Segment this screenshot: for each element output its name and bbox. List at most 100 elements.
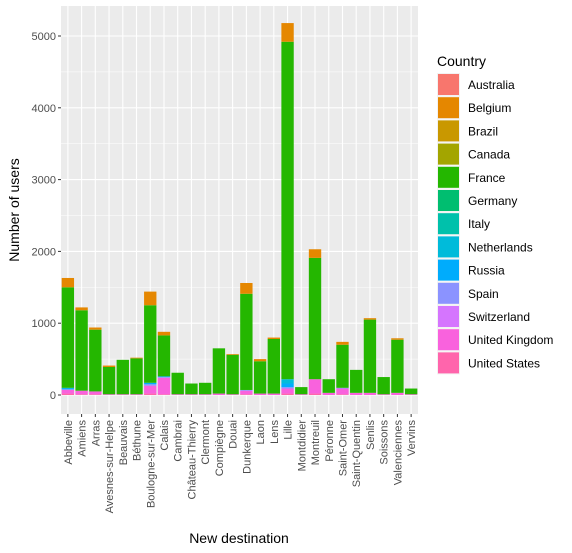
legend-key-swatch xyxy=(438,259,459,281)
bar-segment xyxy=(157,377,171,378)
legend-item: Belgium xyxy=(437,96,511,120)
x-tick-label: Senlis xyxy=(365,420,377,450)
y-axis-title: Number of users xyxy=(6,158,22,261)
x-tick-label: Montreuil xyxy=(310,420,322,465)
bar-segment xyxy=(350,392,363,395)
grid-minor xyxy=(61,71,418,360)
legend-key-swatch xyxy=(438,306,459,327)
legend-key-swatch xyxy=(438,213,459,235)
bar-segment xyxy=(336,341,349,345)
legend-key-swatch xyxy=(438,352,459,374)
bar-segment xyxy=(61,387,75,389)
bar-segment xyxy=(391,392,404,395)
legend-item: Australia xyxy=(437,73,515,96)
legend-item: Brazil xyxy=(437,119,498,143)
bar-segment xyxy=(336,394,349,395)
bar-segment xyxy=(61,389,75,394)
bar-segment xyxy=(336,388,349,395)
bar-segment xyxy=(281,383,294,388)
y-tick-label: 0 xyxy=(50,390,56,402)
bar-segment xyxy=(226,394,239,395)
x-tick-label: Beauvais xyxy=(118,420,130,466)
x-axis: Abbeville Amiens Arras Avesnes-sur-Helpe Bea… xyxy=(63,414,418,513)
bar-segment xyxy=(281,23,294,42)
bar-segment xyxy=(226,354,239,355)
bar-segment xyxy=(171,394,184,395)
bar-segment xyxy=(102,394,116,395)
x-tick-label: Château-Thierry xyxy=(186,420,198,500)
legend-item: Switzerland xyxy=(437,305,530,328)
bar-segment xyxy=(61,287,75,388)
bar-segment xyxy=(157,377,171,395)
bar-segment xyxy=(281,387,294,389)
bar-segment xyxy=(281,388,294,394)
legend-item: Spain xyxy=(437,281,499,305)
legend-item: United Kingdom xyxy=(437,328,553,352)
bar-segment xyxy=(281,393,294,395)
x-tick-label: Vervins xyxy=(406,420,418,457)
bar-segment xyxy=(377,394,390,395)
legend-key-swatch xyxy=(438,282,459,304)
y-tick-label: 4000 xyxy=(32,103,56,115)
bar-segment xyxy=(144,385,157,394)
legend-key-swatch xyxy=(438,329,459,351)
bar-segment xyxy=(267,393,281,395)
bar-segment xyxy=(253,361,267,394)
x-tick-label: Amiens xyxy=(77,420,89,457)
y-tick-label: 1000 xyxy=(32,318,56,330)
x-tick-label: Valenciennes xyxy=(392,420,404,486)
legend-key-swatch xyxy=(438,97,459,119)
bar-segment xyxy=(253,393,267,395)
y-axis: 0 1000 2000 3000 4000 5000 xyxy=(32,31,61,402)
legend-label: Switzerland xyxy=(468,310,530,324)
bar-segment xyxy=(404,388,418,395)
x-tick-label: Cambrai xyxy=(173,420,185,462)
x-tick-label: Béthune xyxy=(132,420,144,461)
bar-segment xyxy=(130,358,143,395)
bar-segment xyxy=(61,393,75,395)
x-axis-title: New destination xyxy=(189,530,289,546)
legend: Country Australia Belgium Brazil Canada Fran… xyxy=(437,53,553,375)
legend-key-swatch xyxy=(438,166,459,188)
bar-segment xyxy=(363,318,377,320)
legend-key-swatch xyxy=(438,190,459,211)
legend-item: Canada xyxy=(437,142,510,166)
legend-label: Netherlands xyxy=(468,240,533,254)
x-tick-label: Douai xyxy=(228,420,240,449)
legend-label: Russia xyxy=(468,264,505,278)
x-tick-label: Saint-Quentin xyxy=(351,420,363,487)
bar-segment xyxy=(404,394,418,395)
legend-key-swatch xyxy=(438,143,459,165)
bar-segment xyxy=(308,393,322,395)
bar-segment xyxy=(226,354,239,395)
legend-label: Belgium xyxy=(468,101,511,115)
legend-item: Germany xyxy=(437,189,517,212)
y-tick-label: 2000 xyxy=(32,246,56,258)
legend-label: Canada xyxy=(468,148,510,162)
bar-segment xyxy=(102,366,116,395)
bar-segment xyxy=(322,392,335,395)
bar-segment xyxy=(350,369,363,393)
bar-segment xyxy=(240,293,253,390)
x-tick-label: Dunkerque xyxy=(241,420,253,474)
bar-segment xyxy=(61,277,75,288)
bar-segment xyxy=(363,319,377,393)
legend-item: Russia xyxy=(437,258,505,282)
bar-segment xyxy=(198,394,212,395)
legend-key-swatch xyxy=(438,74,459,95)
bar-segment xyxy=(240,389,253,391)
bar-segment xyxy=(130,357,143,359)
x-tick-label: Calais xyxy=(159,420,171,451)
legend-key-swatch xyxy=(438,120,459,142)
bar-segment xyxy=(157,331,171,336)
bar-segment xyxy=(308,249,322,258)
bar-segment xyxy=(281,379,294,384)
bar-segment xyxy=(89,391,102,395)
x-tick-label: Avesnes-sur-Helpe xyxy=(104,420,116,513)
x-tick-label: Lens xyxy=(269,420,281,444)
bar-segment xyxy=(336,387,349,389)
bar-segment xyxy=(116,359,129,395)
bar-segment xyxy=(75,390,88,395)
bar-segment xyxy=(75,307,88,311)
